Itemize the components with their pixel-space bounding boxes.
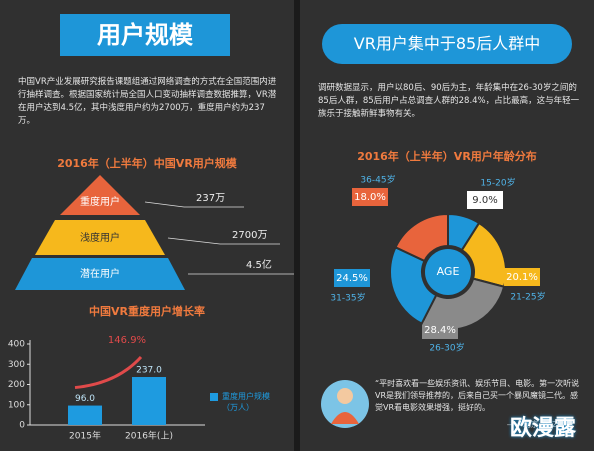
growth-arrow (74, 356, 143, 390)
y-tick-label: 400 (8, 340, 25, 350)
right-panel: VR用户集中于85后人群中 调研数据显示，用户以80后、90后为主，年龄集中在2… (300, 0, 594, 451)
pyramid-level (35, 220, 165, 255)
pyramid-value: 4.5亿 (246, 258, 272, 271)
value-box (334, 269, 370, 287)
left-title: 用户规模 (60, 14, 230, 56)
value-box (504, 268, 540, 286)
avatar-body (331, 412, 359, 424)
x-tick-label: 2015年 (69, 430, 101, 442)
value-label: 96.0 (75, 394, 95, 404)
watermark: 欧漫露 (510, 416, 577, 441)
bar (68, 405, 102, 425)
pyramid-leader (144, 201, 244, 208)
value-box (467, 191, 503, 209)
category-label: 31-35岁 (330, 292, 365, 304)
pyramid-leader (167, 237, 280, 245)
y-tick-label: 300 (8, 360, 25, 370)
right-intro: 调研数据显示，用户以80后、90后为主，年龄集中在26-30岁之间的85后人群，… (318, 83, 580, 119)
pie-chart-title: 2016年（上半年）VR用户年龄分布 (357, 150, 537, 163)
pyramid-level (60, 175, 140, 215)
category-label: 15-20岁 (480, 177, 515, 189)
legend-swatch (210, 393, 218, 401)
pyramid-label: 潜在用户 (80, 267, 120, 280)
value-label: 9.0% (472, 195, 497, 206)
pyramid-level (15, 258, 185, 290)
left-intro: 中国VR产业发展研究报告课题组通过网络调查的方式在全国范围内进行抽样调查。根据国… (18, 77, 277, 126)
right-title: VR用户集中于85后人群中 (322, 24, 572, 64)
donut-center (425, 249, 471, 295)
value-label: 20.1% (506, 272, 538, 283)
value-box (352, 188, 388, 206)
left-panel: 用户规模 中国VR产业发展研究报告课题组通过网络调查的方式在全国范围内进行抽样调… (0, 0, 294, 451)
growth-label: 146.9% (108, 335, 146, 346)
y-tick-label: 200 (8, 380, 25, 390)
attribution: ——北京 女 29岁 (506, 420, 570, 429)
donut-slice (394, 212, 449, 263)
pyramid-value: 237万 (196, 193, 225, 204)
center-label: AGE (437, 265, 460, 278)
donut-slice (389, 245, 438, 326)
pyramid-label: 重度用户 (80, 195, 120, 208)
category-label: 21-25岁 (510, 291, 545, 303)
value-label: 237.0 (136, 366, 162, 376)
avatar-head (337, 388, 353, 404)
value-box (422, 321, 458, 339)
quote: “平时喜欢看一些娱乐资讯、娱乐节目、电影。第一次听说VR是我们领导推荐的，后来自… (375, 379, 580, 412)
y-tick-label: 0 (19, 421, 25, 431)
x-tick-label: 2016年(上) (125, 430, 173, 442)
pyramid-value: 2700万 (232, 230, 267, 241)
pyramid-label: 浅度用户 (80, 231, 120, 244)
value-label: 18.0% (354, 192, 386, 203)
pyramid-title: 2016年（上半年）中国VR用户规模 (57, 157, 237, 170)
category-label: 26-30岁 (429, 342, 464, 354)
y-tick-label: 100 (8, 400, 25, 410)
category-label: 36-45岁 (360, 174, 395, 186)
value-label: 24.5% (336, 273, 368, 284)
value-label: 28.4% (424, 325, 456, 336)
bar-chart-title: 中国VR重度用户增长率 (89, 305, 205, 318)
legend-label: 重度用户规模（万人） (222, 392, 270, 412)
bar (132, 377, 166, 425)
